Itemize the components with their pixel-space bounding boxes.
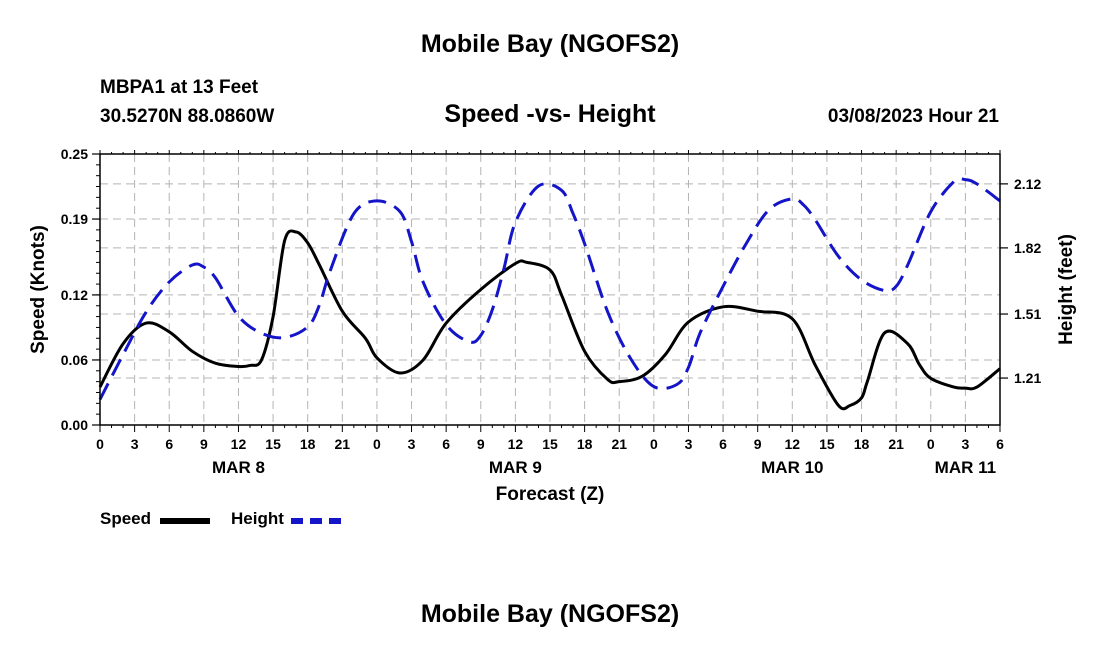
y2-tick-label: 1.21 [1014, 370, 1041, 386]
x-tick-label: 3 [685, 436, 693, 452]
y2-axis-title: Height (feet) [1056, 234, 1077, 345]
plot-frame [99, 153, 1001, 426]
x-tick-label: 9 [200, 436, 208, 452]
legend-speed-label: Speed [100, 509, 152, 528]
y2-tick-label: 1.82 [1014, 240, 1041, 256]
x-tick-label: 18 [577, 436, 593, 452]
x-tick-label: 6 [996, 436, 1004, 452]
x-tick-label: 21 [335, 436, 351, 452]
x-tick-label: 3 [408, 436, 416, 452]
station-label: MBPA1 at 13 Feet [100, 77, 259, 98]
station-coordinates: 30.5270N 88.0860W [100, 106, 275, 127]
x-tick-label: 9 [477, 436, 485, 452]
date-label: MAR 10 [761, 458, 823, 477]
x-tick-label: 3 [961, 436, 969, 452]
y2-tick-label: 2.12 [1014, 176, 1041, 192]
date-label: MAR 8 [212, 458, 265, 477]
x-tick-label: 12 [508, 436, 524, 452]
forecast-datetime: 03/08/2023 Hour 21 [827, 106, 999, 127]
speed-series-line [98, 229, 1001, 411]
y-tick-label: 0.00 [61, 417, 88, 433]
x-tick-label: 6 [442, 436, 450, 452]
y-axis-title: Speed (Knots) [28, 225, 49, 354]
legend-speed-swatch [160, 518, 210, 524]
legend-height-swatch [291, 518, 341, 524]
x-tick-label: 18 [300, 436, 316, 452]
height-series-line [98, 177, 1001, 401]
x-tick-label: 12 [785, 436, 801, 452]
x-tick-label: 15 [819, 436, 835, 452]
chart-subtitle: Speed -vs- Height [444, 100, 656, 128]
y-tick-label: 0.06 [61, 352, 88, 368]
legend-height-label: Height [231, 509, 284, 528]
x-tick-label: 6 [719, 436, 727, 452]
chart-title: Mobile Bay (NGOFS2) [420, 30, 680, 58]
x-tick-label: 9 [754, 436, 762, 452]
date-label: MAR 9 [489, 458, 542, 477]
x-tick-label: 15 [542, 436, 558, 452]
y-tick-label: 0.25 [61, 146, 88, 162]
x-axis-title: Forecast (Z) [496, 484, 605, 505]
series-layer [98, 177, 1001, 411]
x-tick-label: 12 [231, 436, 247, 452]
x-tick-label: 6 [165, 436, 173, 452]
x-tick-label: 0 [373, 436, 381, 452]
y-tick-label: 0.12 [61, 287, 88, 303]
x-tick-label: 3 [131, 436, 139, 452]
axis-labels: 0 3 6 9 12 15 18 21 0 3 6 9 12 15 18 21 0 3 6 9 12 15 18 21 0 3 6M… [28, 146, 1077, 505]
date-label: MAR 11 [935, 458, 996, 477]
x-tick-label: 15 [265, 436, 281, 452]
x-tick-label: 0 [96, 436, 104, 452]
footer-title: Mobile Bay (NGOFS2) [420, 600, 680, 628]
x-tick-label: 0 [927, 436, 935, 452]
y-tick-label: 0.19 [61, 211, 88, 227]
x-tick-label: 0 [650, 436, 658, 452]
grid-lines [100, 154, 1000, 425]
x-tick-label: 18 [854, 436, 870, 452]
x-tick-label: 21 [888, 436, 904, 452]
y2-tick-label: 1.51 [1014, 306, 1041, 322]
x-tick-label: 21 [611, 436, 627, 452]
